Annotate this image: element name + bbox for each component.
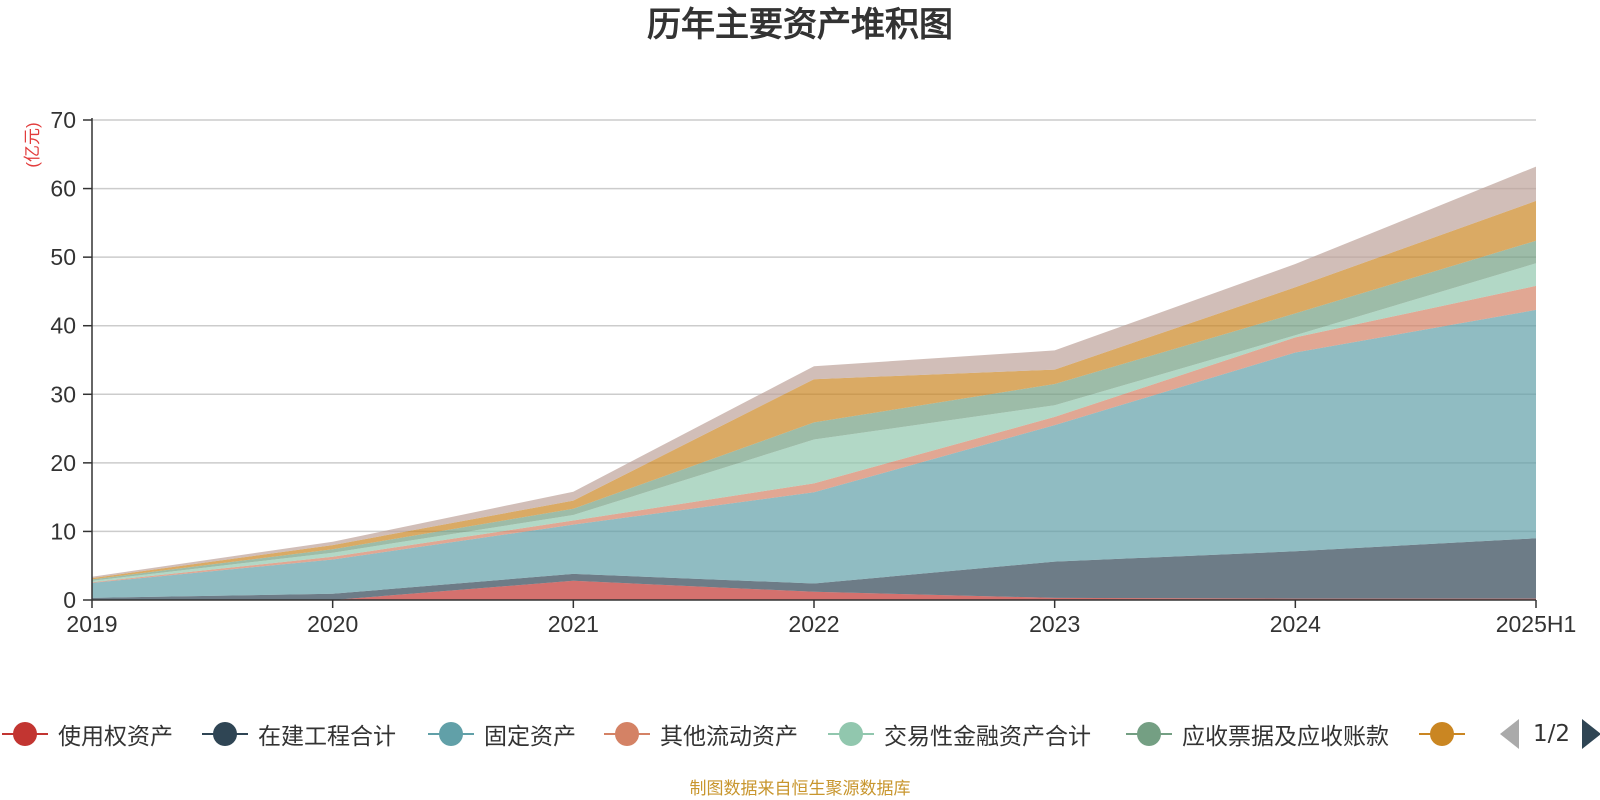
x-tick-label: 2021 — [548, 611, 599, 637]
source-note: 制图数据来自恒生聚源数据库 — [689, 779, 911, 799]
legend-marker-icon — [826, 712, 876, 756]
x-tick-label: 2019 — [66, 611, 117, 637]
x-tick-label: 2022 — [788, 611, 839, 637]
area-series-1[interactable] — [92, 538, 1536, 600]
legend-marker-dot — [839, 722, 863, 746]
legend-label: 交易性金融资产合计 — [884, 724, 1091, 750]
y-tick-label: 10 — [50, 518, 76, 544]
y-tick-label: 50 — [50, 244, 76, 270]
legend: 使用权资产 在建工程合计 固定资产 其他流动资产 交易性金融资产合计 应收票据及应收账款 — [0, 712, 1600, 756]
chart-title: 历年主要资产堆积图 — [647, 5, 953, 45]
legend-label: 固定资产 — [484, 724, 576, 750]
pager-next-icon[interactable] — [1582, 719, 1600, 749]
y-tick-label: 20 — [50, 450, 76, 476]
y-tick-label: 0 — [63, 587, 76, 613]
legend-item[interactable]: 在建工程合计 — [200, 712, 396, 756]
legend-marker-icon — [1124, 712, 1174, 756]
legend-marker-dot — [615, 722, 639, 746]
area-series-0[interactable] — [92, 580, 1536, 600]
legend-item[interactable]: 使用权资产 — [0, 712, 173, 756]
legend-marker-icon — [0, 712, 50, 756]
legend-label: 其他流动资产 — [660, 724, 798, 750]
y-tick-label: 30 — [50, 381, 76, 407]
y-tick-label: 60 — [50, 176, 76, 202]
area-series-2[interactable] — [92, 309, 1536, 598]
y-tick-label: 70 — [50, 107, 76, 133]
legend-marker-icon — [1417, 712, 1467, 756]
x-tick-label: 2025H1 — [1496, 611, 1577, 637]
legend-pager: 1/2 — [1500, 712, 1600, 756]
area-series — [92, 166, 1536, 600]
legend-label: 在建工程合计 — [258, 724, 396, 750]
y-tick-label: 40 — [50, 313, 76, 339]
x-tick-label: 2023 — [1029, 611, 1080, 637]
legend-item[interactable]: 交易性金融资产合计 — [826, 712, 1091, 756]
legend-marker-dot — [13, 722, 37, 746]
legend-marker-icon — [426, 712, 476, 756]
x-tick-label: 2020 — [307, 611, 358, 637]
y-unit-label: (亿元) — [23, 122, 42, 167]
legend-item[interactable]: 其他流动资产 — [602, 712, 798, 756]
pager-prev-icon[interactable] — [1500, 719, 1519, 749]
legend-marker-dot — [1430, 722, 1454, 746]
legend-marker-dot — [213, 722, 237, 746]
axes: 0 10 20 30 40 50 60 70 2019 2020 2021 2022 2023 2024 2… — [50, 107, 1576, 637]
legend-item[interactable] — [1417, 712, 1467, 756]
legend-label: 使用权资产 — [58, 724, 173, 750]
legend-marker-dot — [439, 722, 463, 746]
legend-item[interactable]: 应收票据及应收账款 — [1124, 712, 1389, 756]
legend-marker-icon — [200, 712, 250, 756]
legend-marker-dot — [1137, 722, 1161, 746]
area-series-6[interactable] — [92, 200, 1536, 580]
x-tick-label: 2024 — [1270, 611, 1321, 637]
area-series-7[interactable] — [92, 166, 1536, 579]
legend-label: 应收票据及应收账款 — [1182, 724, 1389, 750]
legend-item[interactable]: 固定资产 — [426, 712, 576, 756]
legend-marker-icon — [602, 712, 652, 756]
pager-text: 1/2 — [1533, 721, 1571, 747]
